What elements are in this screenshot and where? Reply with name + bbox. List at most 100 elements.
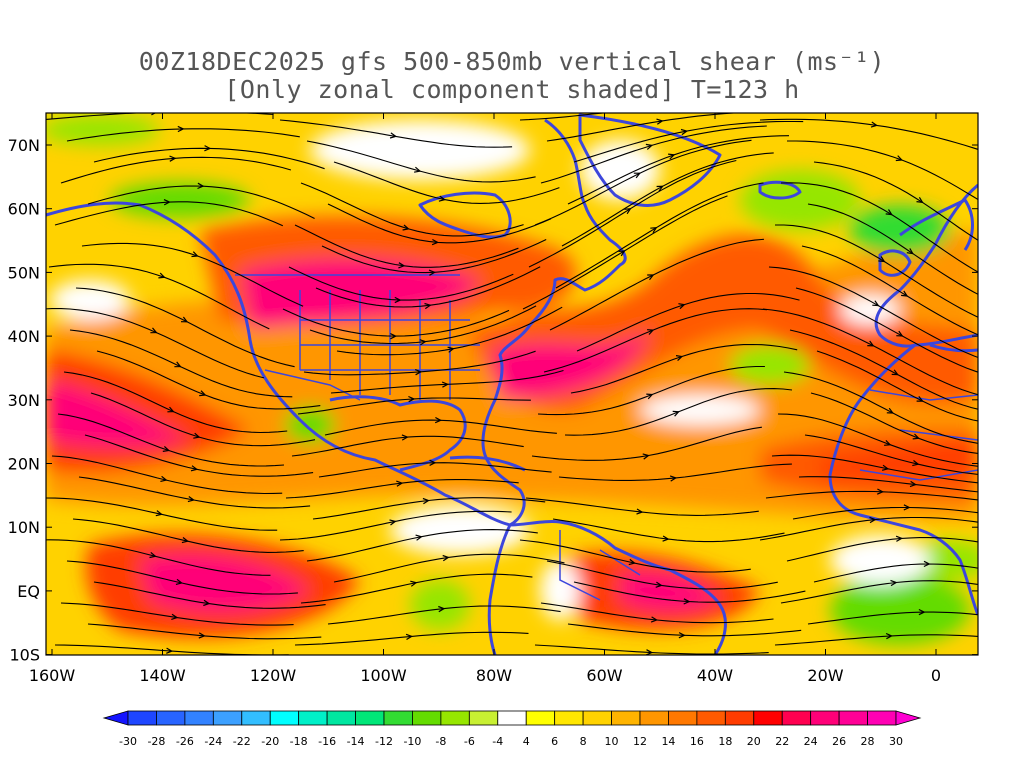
africa-borders xyxy=(859,389,978,481)
lat-label: 10S xyxy=(9,646,40,665)
colorbar-label: 20 xyxy=(747,735,761,748)
streamline-arrow xyxy=(870,121,879,128)
streamline-arrow xyxy=(167,406,175,413)
colorbar-arrow-right xyxy=(895,710,922,726)
colorbar-label: -14 xyxy=(347,735,365,748)
colorbar-label: 26 xyxy=(832,735,846,748)
streamline-arrow xyxy=(645,649,654,655)
colorbar-swatch xyxy=(355,710,385,726)
streamline-arrow xyxy=(923,560,931,568)
streamline xyxy=(46,113,274,121)
colorbar-label: -28 xyxy=(147,735,165,748)
colorbar-label: 16 xyxy=(690,735,704,748)
streamline xyxy=(519,113,608,121)
streamline-arrow xyxy=(918,608,926,616)
lon-label: 120W xyxy=(250,666,297,685)
streamline-arrow xyxy=(669,475,678,482)
streamline-arrow xyxy=(396,480,404,487)
streamline-arrow xyxy=(642,453,650,460)
africa-coast xyxy=(828,343,978,616)
streamline-arrow xyxy=(162,445,171,452)
map-frame xyxy=(45,112,979,656)
streamline-arrow xyxy=(678,632,686,639)
colorbar-label: 10 xyxy=(605,735,619,748)
streamline-arrow xyxy=(624,207,632,215)
lat-label: 20N xyxy=(8,455,40,474)
streamline-arrow xyxy=(429,459,437,466)
streamline-arrow xyxy=(389,519,397,526)
iceland-coast xyxy=(758,180,802,200)
streamline-arrow xyxy=(885,209,893,216)
map-title-line2: [Only zonal component shaded] T=123 h xyxy=(224,75,800,104)
streamline-arrow xyxy=(890,579,898,587)
streamline-arrow xyxy=(618,250,626,257)
colorbar-label: -26 xyxy=(176,735,194,748)
streamline-arrow xyxy=(901,290,909,297)
colorbar-swatch xyxy=(412,710,442,726)
greenland-coast xyxy=(578,113,722,207)
lon-label: 40W xyxy=(697,666,733,685)
colorbar-label: 18 xyxy=(718,735,732,748)
map-title-line1: 00Z18DEC2025 gfs 500-850mb vertical shea… xyxy=(138,47,886,76)
colorbar-label: 8 xyxy=(580,735,587,748)
streamline-arrow xyxy=(916,396,924,402)
british-isles-coast xyxy=(878,249,912,277)
streamline-arrow xyxy=(884,439,892,446)
streamline-arrow xyxy=(906,248,914,255)
cuba-coast xyxy=(449,455,526,472)
streamline-arrow xyxy=(163,199,171,206)
lat-label: 50N xyxy=(8,263,40,282)
colorbar-swatch xyxy=(810,710,840,726)
streamline-arrow xyxy=(878,256,886,263)
streamline-arrow xyxy=(656,185,664,192)
us-mexico-border xyxy=(264,369,361,401)
streamline-arrow xyxy=(896,330,904,337)
streamline-arrow xyxy=(647,274,655,281)
colorbar-swatch xyxy=(753,710,783,726)
lon-label: 80W xyxy=(476,666,512,685)
lon-label: 100W xyxy=(360,666,407,685)
streamline-arrow xyxy=(441,381,450,388)
streamline-arrow xyxy=(422,497,430,505)
colorbar-swatch xyxy=(440,710,470,726)
south-america-coast xyxy=(487,520,727,655)
colorbar-label: -8 xyxy=(435,735,446,748)
streamline-arrow xyxy=(204,145,212,152)
lat-label: 30N xyxy=(8,391,40,410)
streamline-arrow xyxy=(647,329,655,335)
streamline-arrow xyxy=(414,369,423,376)
streamline-arrow xyxy=(656,118,664,125)
streamline-arrow xyxy=(191,251,199,258)
colorbar-label: -4 xyxy=(492,735,503,748)
streamline-arrow xyxy=(175,578,184,585)
colorbar-swatch xyxy=(781,710,812,726)
streamline-arrow xyxy=(410,580,418,587)
lat-label: 60N xyxy=(8,200,40,219)
us-state-lines xyxy=(299,290,480,400)
streamline-arrow xyxy=(151,113,157,116)
streamline-arrow xyxy=(891,369,899,376)
streamline-arrow xyxy=(633,172,642,179)
political-borders xyxy=(235,274,978,601)
streamline-arrow xyxy=(149,551,157,559)
mediterranean-coast xyxy=(929,343,978,353)
colorbar-swatch xyxy=(724,710,755,726)
streamline-arrow xyxy=(678,303,686,310)
lon-label: 140W xyxy=(139,666,186,685)
south-america-borders xyxy=(559,530,641,601)
colorbar-swatch xyxy=(156,710,186,726)
streamline-arrow xyxy=(431,238,440,246)
scandinavia-coast xyxy=(899,198,974,251)
colorbar-label: -20 xyxy=(261,735,279,748)
streamline-arrow xyxy=(628,558,636,566)
streamline-arrow xyxy=(158,272,166,279)
streamline-arrow xyxy=(912,433,921,440)
streamline-arrow xyxy=(876,488,885,495)
streamline-arrow xyxy=(442,554,450,562)
streamline-arrow xyxy=(645,143,654,150)
lat-label: EQ xyxy=(17,582,40,601)
longitude-axis: 160W 140W 120W 100W 80W 60W 40W 20W 0 xyxy=(29,113,941,685)
streamline-arrow xyxy=(415,534,423,541)
streamline-arrow xyxy=(668,153,676,160)
streamline-arrow xyxy=(872,300,880,307)
